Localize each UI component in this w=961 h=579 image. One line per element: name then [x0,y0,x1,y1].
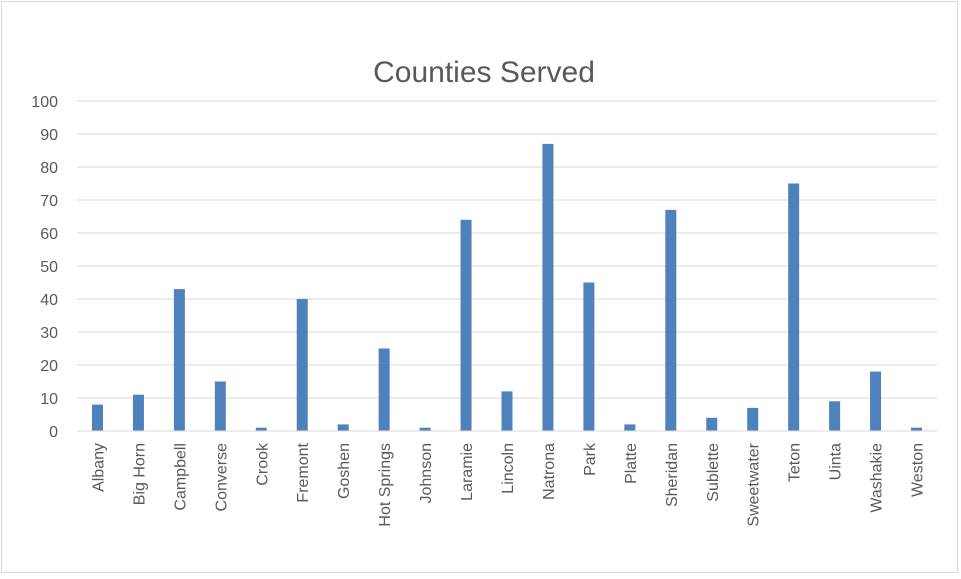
x-tick-label: Park [582,442,599,476]
y-tick-label: 60 [40,226,58,243]
x-tick-label: Weston [910,443,927,497]
x-tick-label: Crook [254,442,271,486]
x-tick-label: Platte [623,443,640,484]
x-axis: Albany Big Horn Campbell Converse Crook Fremo… [77,430,937,527]
y-tick-label: 50 [40,259,58,276]
bar-weston [911,427,923,431]
bar-campbell [173,289,185,431]
x-tick-label: Natrona [541,443,558,500]
x-tick-label: Big Horn [131,443,148,505]
y-tick-label: 30 [40,325,58,342]
bar-johnson [419,427,431,431]
y-axis: 0 10 20 30 40 50 60 70 80 90 100 [31,94,58,441]
x-tick-label: Converse [213,443,230,512]
bar-park [583,282,595,431]
bar-hot-springs [378,348,390,431]
y-tick-label: 70 [40,193,58,210]
bar-goshen [337,424,349,431]
y-tick-label: 20 [40,358,58,375]
x-tick-label: Johnson [418,443,435,504]
x-tick-label: Teton [787,443,804,482]
y-tick-label: 40 [40,292,58,309]
x-tick-label: Sheridan [664,443,681,507]
bar-natrona [542,143,554,431]
x-tick-label: Sublette [705,443,722,502]
y-tick-label: 0 [49,424,58,441]
y-tick-label: 10 [40,391,58,408]
x-tick-label: Campbell [172,443,189,511]
bar-sheridan [665,209,677,431]
bar-teton [788,183,800,431]
x-tick-label: Washakie [869,443,886,513]
x-tick-label: Uinta [828,443,845,480]
y-tick-label: 100 [31,94,58,111]
x-tick-label: Hot Springs [377,443,394,527]
bar-laramie [460,219,472,431]
bar-big-horn [132,394,144,431]
bar-uinta [829,401,841,431]
x-tick-label: Fremont [295,442,312,502]
y-tick-label: 90 [40,127,58,144]
bar-fremont [296,299,308,431]
x-tick-label: Laramie [459,443,476,501]
x-tick-label: Goshen [336,443,353,499]
x-tick-label: Albany [90,443,107,492]
bar-platte [624,424,636,431]
bar-washakie [870,371,882,431]
y-tick-label: 80 [40,160,58,177]
bar-albany [91,404,103,431]
gridlines [77,100,937,432]
bar-sweetwater [747,407,759,431]
x-tick-label: Lincoln [500,443,517,494]
bar-lincoln [501,391,513,431]
bars [91,143,923,431]
bar-converse [214,381,226,431]
x-tick-label: Sweetwater [746,442,763,526]
chart-title: Counties Served [373,56,595,89]
bar-crook [255,427,267,431]
bar-sublette [706,417,718,431]
